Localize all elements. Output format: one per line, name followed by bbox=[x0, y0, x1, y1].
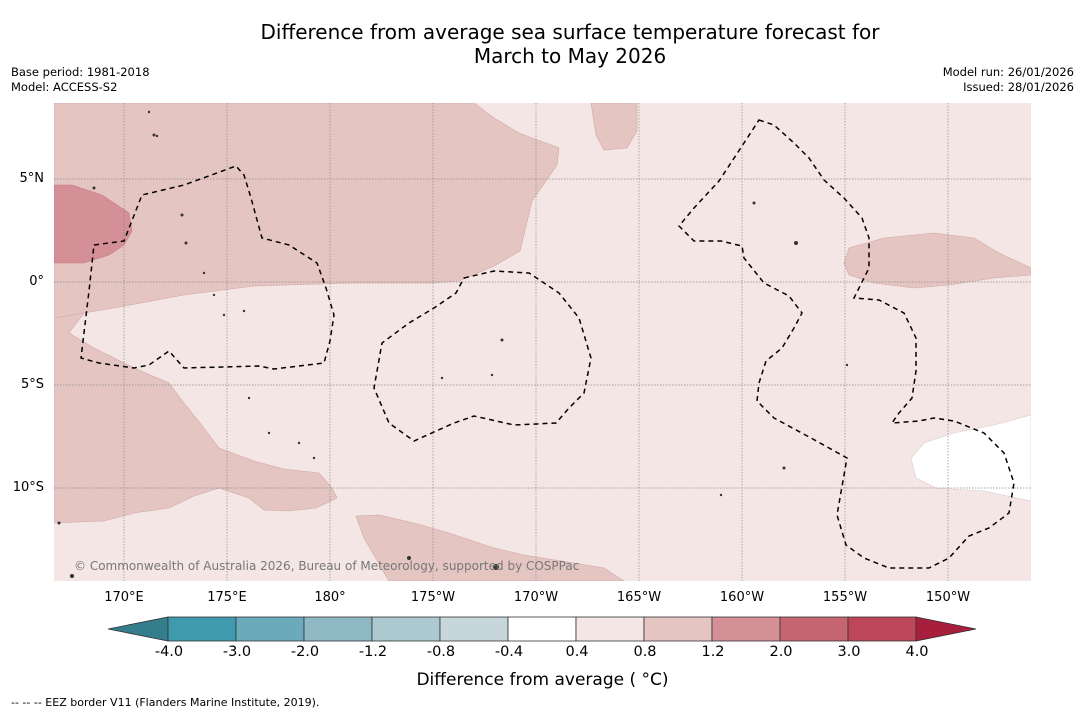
run-info: Model run: 26/01/2026 Issued: 28/01/2026 bbox=[943, 65, 1074, 95]
colorbar-tick: 3.0 bbox=[837, 644, 861, 660]
colorbar-label: Difference from average ( °C) bbox=[0, 670, 1085, 690]
anomaly-map: © Commonwealth of Australia 2026, Bureau… bbox=[54, 103, 1031, 581]
colorbar-tick: 0.4 bbox=[565, 644, 589, 660]
lat-label-equator: 0° bbox=[29, 274, 44, 289]
base-period: Base period: 1981-2018 bbox=[11, 65, 150, 79]
colorbar-bin bbox=[303, 616, 373, 642]
title-line-1: Difference from average sea surface temp… bbox=[260, 20, 880, 44]
field-0.8-1.2-east bbox=[843, 232, 1031, 289]
lon-label-175w: 175°W bbox=[410, 590, 456, 605]
colorbar-bin bbox=[779, 616, 849, 642]
lon-label-150w: 150°W bbox=[925, 590, 971, 605]
colorbar-under-arrow bbox=[108, 616, 169, 642]
colorbar-tick: 2.0 bbox=[769, 644, 793, 660]
eez-phoenix bbox=[373, 270, 592, 442]
colorbar-bin bbox=[167, 616, 237, 642]
lon-label-180: 180° bbox=[314, 590, 346, 605]
colorbar-tick: -3.0 bbox=[222, 644, 252, 660]
model-run-date: Model run: 26/01/2026 bbox=[942, 65, 1074, 79]
issued-date: Issued: 28/01/2026 bbox=[963, 80, 1074, 94]
lon-label-175e: 175°E bbox=[207, 590, 247, 605]
colorbar-bin bbox=[439, 616, 509, 642]
field-0.8-1.2-northwest bbox=[54, 103, 560, 319]
lon-label-170e: 170°E bbox=[104, 590, 144, 605]
lon-label-160w: 160°W bbox=[719, 590, 765, 605]
colorbar-tick: 1.2 bbox=[701, 644, 725, 660]
colorbar-tick: -4.0 bbox=[154, 644, 184, 660]
colorbar-bin bbox=[575, 616, 645, 642]
islands bbox=[57, 110, 849, 578]
lat-label-5n: 5°N bbox=[19, 171, 45, 186]
field-0.8-1.2-north bbox=[590, 103, 638, 151]
colorbar-bin bbox=[643, 616, 713, 642]
model-name: Model: ACCESS-S2 bbox=[11, 80, 118, 94]
chart-title: Difference from average sea surface temp… bbox=[0, 20, 1085, 68]
colorbar-over-arrow bbox=[915, 616, 977, 642]
colorbar-tick: -0.8 bbox=[426, 644, 456, 660]
lon-label-155w: 155°W bbox=[822, 590, 868, 605]
colorbar-bin bbox=[847, 616, 917, 642]
eez-borders bbox=[80, 119, 1015, 569]
eez-footnote: -- -- -- EEZ border V11 (Flanders Marine… bbox=[11, 696, 320, 709]
field-0.8-1.2-south bbox=[355, 514, 625, 581]
copyright-notice: © Commonwealth of Australia 2026, Bureau… bbox=[74, 559, 579, 573]
field-1.2-2.0-west bbox=[54, 184, 133, 264]
colorbar-tick: -0.4 bbox=[494, 644, 524, 660]
lat-label-10s: 10°S bbox=[12, 480, 44, 495]
colorbar-label-text: Difference from average ( °C) bbox=[416, 670, 669, 690]
colorbar-tick: 0.8 bbox=[633, 644, 657, 660]
lon-label-170w: 170°W bbox=[513, 590, 559, 605]
lat-label-5s: 5°S bbox=[20, 377, 44, 392]
colorbar-tick: -1.2 bbox=[358, 644, 388, 660]
map-panel: © Commonwealth of Australia 2026, Bureau… bbox=[54, 103, 1031, 581]
colorbar-bin bbox=[371, 616, 441, 642]
colorbar-bin bbox=[507, 616, 577, 642]
colorbar bbox=[108, 616, 977, 642]
colorbar-bin bbox=[711, 616, 781, 642]
model-info: Base period: 1981-2018 Model: ACCESS-S2 bbox=[11, 65, 150, 95]
colorbar-tick: 4.0 bbox=[905, 644, 929, 660]
lon-label-165w: 165°W bbox=[616, 590, 662, 605]
eez-line-islands bbox=[677, 119, 1015, 569]
colorbar-tick: -2.0 bbox=[290, 644, 320, 660]
colorbar-bin bbox=[235, 616, 305, 642]
graticule bbox=[54, 103, 1031, 581]
title-line-2: March to May 2026 bbox=[473, 44, 667, 68]
